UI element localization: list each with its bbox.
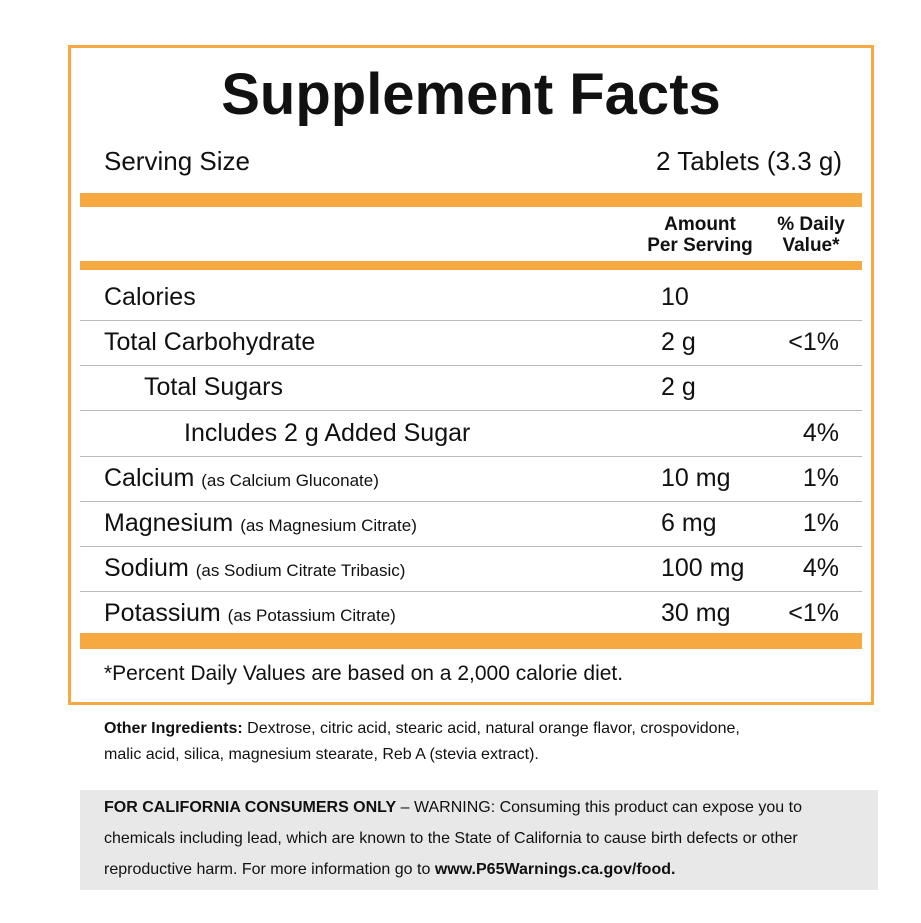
nutrient-label: Calcium (104, 463, 195, 492)
nutrient-label: Magnesium (104, 509, 234, 537)
daily-value: 4% (802, 554, 839, 583)
warning-label: FOR CALIFORNIA CONSUMERS ONLY (104, 799, 397, 816)
nutrient-label: Total Carbohydrate (104, 328, 316, 357)
daily-value: 1% (802, 463, 839, 492)
nutrient-row: Total Sugars 2 g (0, 365, 921, 410)
row-rule (80, 591, 862, 593)
daily-value: <1% (788, 328, 839, 357)
dv-header-line: Value* (782, 235, 840, 256)
row-rule (80, 500, 862, 502)
row-rule (80, 455, 862, 457)
nutrient-name: Sodium (as Sodium Citrate Tribasic) (104, 546, 405, 593)
ingredients-text: Dextrose, citric acid, stearic acid, nat… (104, 720, 740, 763)
amount: 2 g (661, 373, 696, 402)
nutrient-row: Potassium (as Potassium Citrate) 30 mg <1% (0, 591, 921, 636)
medium-rule (80, 261, 862, 270)
nutrient-name: Calcium (as Calcium Gluconate) (104, 456, 379, 503)
nutrient-name: Calories (104, 275, 196, 320)
nutrient-note: (as Calcium Gluconate) (201, 470, 379, 490)
nutrient-row: Sodium (as Sodium Citrate Tribasic) 100 m… (0, 546, 921, 591)
footnote: *Percent Daily Values are based on a 2,0… (104, 662, 624, 685)
warning-text: – WARNING: Consuming this product can ex… (104, 799, 802, 878)
nutrient-label: Includes 2 g Added Sugar (184, 418, 471, 447)
dv-header-line: % Daily (777, 214, 845, 235)
nutrient-label: Total Sugars (144, 373, 283, 402)
dv-header: % Daily Value* (766, 214, 856, 256)
nutrient-row: Includes 2 g Added Sugar 4% (0, 411, 921, 456)
serving-value: 2 Tablets (3.3 g) (656, 146, 842, 176)
nutrient-name: Total Sugars (144, 365, 283, 410)
nutrient-label: Calories (104, 283, 196, 311)
ingredients-label: Other Ingredients: (104, 720, 243, 737)
nutrient-name: Includes 2 g Added Sugar (184, 411, 470, 456)
amount-header-line: Amount (664, 214, 736, 235)
nutrient-name: Potassium (as Potassium Citrate) (104, 591, 396, 638)
daily-value: <1% (788, 599, 839, 628)
nutrient-label: Potassium (104, 599, 221, 628)
facts-box (68, 45, 874, 705)
thick-rule (80, 193, 862, 207)
row-rule (80, 546, 862, 547)
daily-value: 1% (802, 509, 839, 537)
row-rule (80, 320, 862, 321)
nutrient-row: Calories 10 (0, 275, 921, 320)
row-rule (80, 410, 862, 412)
other-ingredients: Other Ingredients: Dextrose, citric acid… (104, 716, 744, 768)
amount: 10 (661, 283, 689, 311)
nutrient-note: (as Sodium Citrate Tribasic) (195, 561, 406, 581)
nutrient-name: Total Carbohydrate (104, 320, 315, 365)
amount: 6 mg (661, 509, 717, 537)
nutrient-label: Sodium (104, 554, 189, 583)
amount: 100 mg (661, 554, 745, 583)
serving-label: Serving Size (104, 146, 250, 176)
amount: 10 mg (661, 463, 731, 492)
amount: 2 g (661, 328, 696, 357)
nutrient-row: Calcium (as Calcium Gluconate) 10 mg 1% (0, 456, 921, 501)
amount: 30 mg (661, 599, 731, 628)
warning-link: www.P65Warnings.ca.gov/food. (434, 861, 676, 878)
title: Supplement Facts (221, 62, 721, 127)
nutrient-note: (as Magnesium Citrate) (240, 516, 417, 535)
nutrient-note: (as Potassium Citrate) (227, 606, 396, 626)
warning-box: FOR CALIFORNIA CONSUMERS ONLY – WARNING:… (80, 790, 878, 890)
amount-header-line: Per Serving (647, 235, 753, 256)
nutrient-row: Magnesium (as Magnesium Citrate) 6 mg 1% (0, 501, 921, 546)
nutrient-row: Total Carbohydrate 2 g <1% (0, 320, 921, 365)
nutrient-name: Magnesium (as Magnesium Citrate) (104, 501, 417, 548)
thick-rule (80, 633, 862, 649)
amount-header: Amount Per Serving (630, 214, 770, 256)
row-rule (80, 365, 862, 367)
daily-value: 4% (802, 418, 839, 447)
